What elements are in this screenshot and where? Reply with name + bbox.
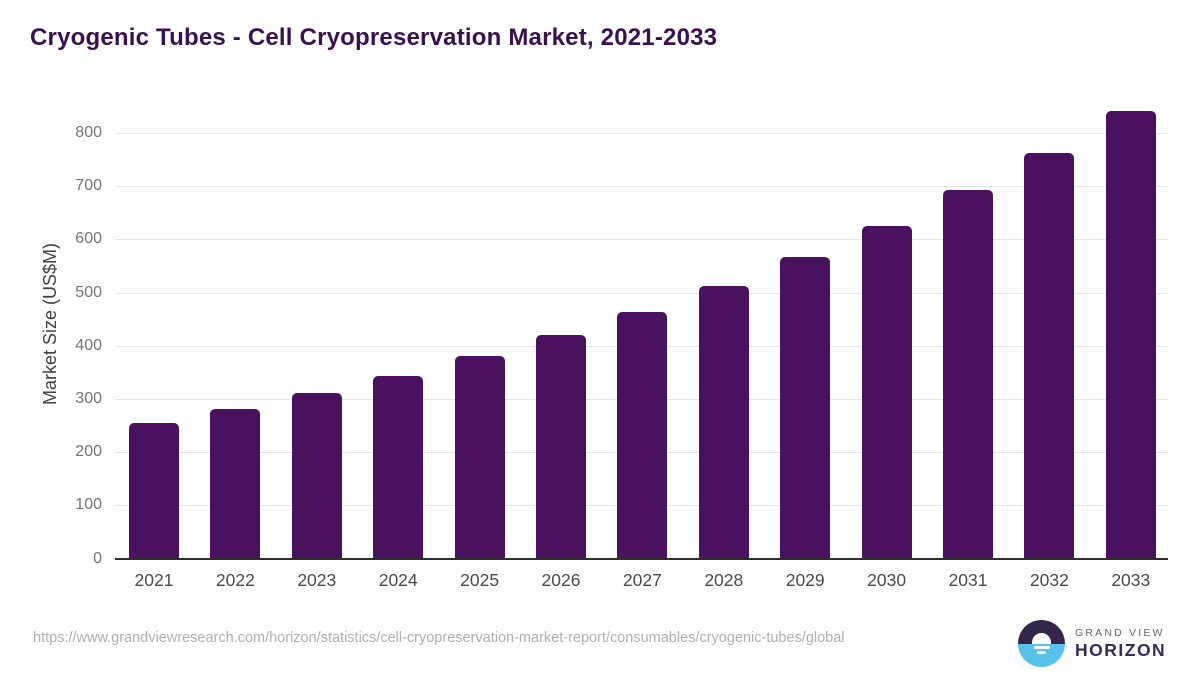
gridline [115,186,1168,188]
logo-text-horizon: HORIZON [1075,639,1167,660]
y-tick-label: 600 [75,230,102,248]
bar [1105,111,1156,559]
x-tick-label: 2022 [215,570,255,590]
bar [698,285,749,559]
bar [536,334,586,559]
logo-icon-top-half [1018,620,1065,644]
y-tick-label: 800 [75,124,102,141]
x-tick-label: 2029 [785,570,825,590]
logo-text: GRAND VIEW HORIZON [1075,628,1166,659]
gridline [115,239,1168,241]
x-tick-label: 2031 [948,570,988,590]
bar [861,225,912,559]
source-url: https://www.grandviewresearch.com/horizo… [33,630,845,646]
logo-icon-dash [1033,646,1050,649]
bar [129,422,179,559]
y-tick-label: 200 [75,443,102,461]
bar [943,190,993,559]
y-tick-label: 300 [75,389,102,407]
chart-title: Cryogenic Tubes - Cell Cryopreservation … [30,24,718,51]
x-tick-label: 2026 [541,570,581,590]
logo-icon-bottom-half [1018,643,1065,667]
logo-icon-dash [1037,651,1046,654]
y-tick-label: 0 [93,549,102,567]
gridline [115,133,1168,134]
x-tick-label: 2023 [297,570,337,590]
x-tick-label: 2021 [134,570,174,590]
x-tick-label: 2027 [622,570,662,590]
y-tick-label: 100 [75,496,102,514]
gridline [115,292,1168,294]
bar [617,311,668,559]
x-axis-line [115,557,1168,560]
bar [210,409,261,559]
logo-text-grand-view: GRAND VIEW [1075,627,1165,639]
x-tick-label: 2025 [460,570,500,590]
x-tick-label: 2033 [1111,570,1151,590]
bar [780,256,831,559]
bar [1024,153,1075,559]
logo-icon-arch [1032,633,1051,644]
x-tick-label: 2028 [704,570,744,590]
grand-view-horizon-logo: GRAND VIEW HORIZON [1018,620,1166,667]
x-tick-label: 2030 [867,570,907,590]
horizon-sun-circle-icon [1018,620,1065,667]
y-tick-label: 400 [75,336,102,354]
y-tick-label: 700 [75,177,102,195]
bar [373,375,424,559]
bar [454,356,505,559]
x-tick-label: 2024 [378,570,418,590]
x-tick-label: 2032 [1029,570,1069,590]
bar [291,393,342,559]
y-tick-label: 500 [75,283,102,301]
